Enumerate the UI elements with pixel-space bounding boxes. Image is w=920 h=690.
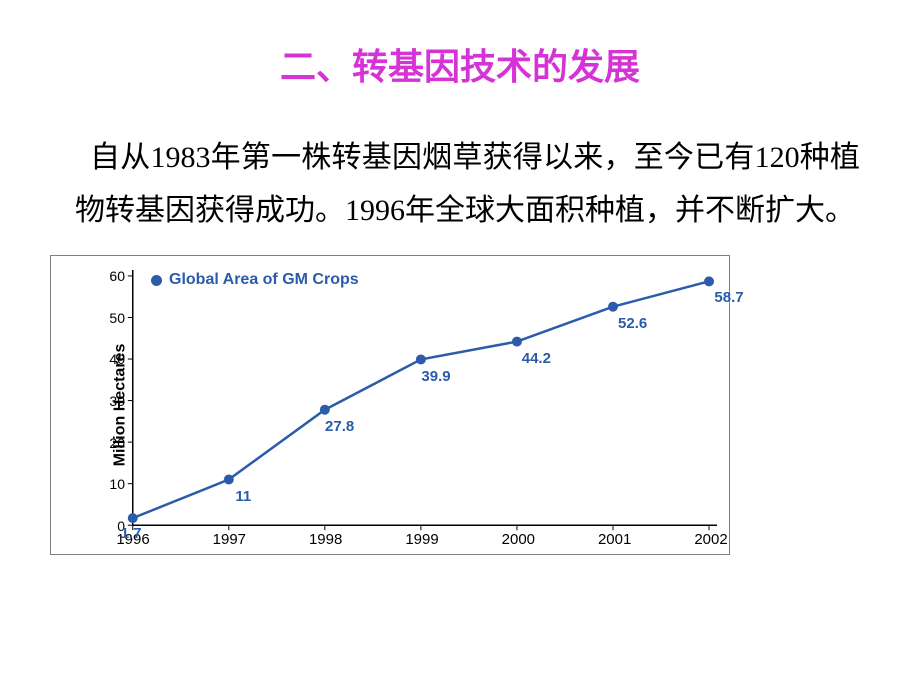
ytick-label: 50	[95, 310, 125, 326]
data-point-label: 1.7	[121, 525, 142, 542]
data-point-label: 27.8	[325, 418, 354, 435]
data-point-label: 44.2	[522, 350, 551, 367]
body-seg: 年第一株转基因烟草获得以来，至今已有	[210, 141, 754, 174]
ytick-label: 40	[95, 351, 125, 367]
data-point-label: 11	[235, 488, 251, 505]
body-seg: 1996	[345, 194, 405, 227]
data-point-label: 58.7	[714, 289, 743, 306]
legend-marker-icon	[151, 275, 162, 286]
ytick-label: 10	[95, 476, 125, 492]
xtick-label: 1998	[309, 531, 342, 548]
page-title: 二、转基因技术的发展	[0, 0, 920, 90]
body-seg: 年全球大面积种植，并不断扩大。	[405, 194, 855, 227]
xtick-label: 2002	[694, 531, 727, 548]
gm-crops-chart: Global Area of GM Crops Million Hectares…	[50, 255, 730, 555]
ytick-label: 20	[95, 435, 125, 451]
xtick-label: 2001	[598, 531, 631, 548]
body-seg: 120	[755, 141, 800, 174]
ytick-label: 30	[95, 393, 125, 409]
body-paragraph: 自从1983年第一株转基因烟草获得以来，至今已有120种植物转基因获得成功。19…	[0, 90, 920, 237]
chart-svg	[51, 256, 729, 555]
xtick-label: 2000	[502, 531, 535, 548]
chart-legend: Global Area of GM Crops	[151, 271, 359, 289]
data-point-label: 39.9	[421, 368, 450, 385]
body-seg: 自从	[90, 141, 150, 174]
ytick-label: 60	[95, 268, 125, 284]
body-seg: 1983	[150, 141, 210, 174]
legend-text: Global Area of GM Crops	[169, 271, 359, 289]
xtick-label: 1997	[213, 531, 246, 548]
data-point-label: 52.6	[618, 315, 647, 332]
xtick-label: 1999	[405, 531, 438, 548]
